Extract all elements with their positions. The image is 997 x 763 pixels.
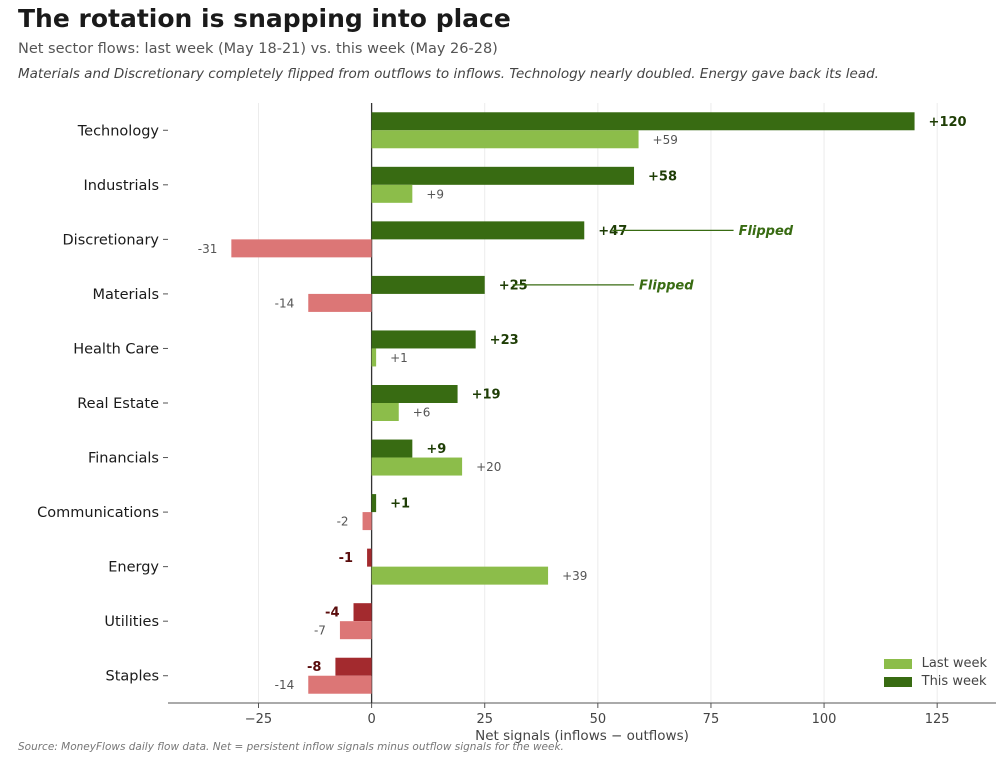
data-label-last-week: +39 — [562, 569, 587, 583]
bar-last-week — [339, 621, 372, 640]
bar-this-week — [371, 221, 585, 240]
x-axis-label: Net signals (inflows − outflows) — [475, 728, 689, 744]
bar-last-week — [371, 457, 463, 476]
category-label: Utilities — [104, 614, 159, 630]
annotation-label: Flipped — [739, 224, 794, 239]
x-tick-label: 25 — [476, 712, 493, 727]
category-label: Discretionary — [63, 232, 160, 248]
x-tick-label: −25 — [245, 712, 272, 727]
x-tick-label: 125 — [925, 712, 950, 727]
data-label-last-week: +59 — [653, 133, 678, 147]
source-note: Source: MoneyFlows daily flow data. Net … — [18, 741, 564, 753]
category-label: Financials — [88, 451, 159, 467]
bar-this-week — [371, 166, 635, 185]
bar-this-week — [371, 112, 915, 131]
legend-item-last-week: Last week — [883, 656, 987, 671]
data-label-this-week: -1 — [339, 551, 353, 566]
legend-item-this-week: This week — [883, 674, 987, 689]
bar-last-week — [371, 184, 413, 203]
category-label: Technology — [77, 123, 160, 139]
data-label-this-week: +19 — [472, 388, 501, 403]
bar-this-week — [335, 657, 372, 676]
category-label: Materials — [93, 287, 159, 303]
chart-note: Materials and Discretionary completely f… — [18, 66, 879, 82]
category-label: Communications — [37, 505, 159, 521]
data-label-last-week: +20 — [476, 460, 501, 474]
data-label-this-week: +120 — [929, 115, 967, 130]
data-label-this-week: -4 — [325, 606, 339, 621]
data-label-this-week: +9 — [426, 442, 446, 457]
data-label-this-week: +58 — [648, 169, 677, 184]
data-label-last-week: -31 — [198, 242, 218, 256]
x-tick-label: 0 — [367, 712, 375, 727]
data-label-this-week: +1 — [390, 497, 410, 512]
chart-title: The rotation is snapping into place — [18, 4, 511, 33]
bar-last-week — [371, 348, 377, 367]
bar-last-week — [371, 403, 399, 421]
category-label: Health Care — [73, 341, 159, 357]
bar-this-week — [367, 548, 372, 567]
data-label-this-week: +23 — [490, 333, 519, 348]
x-tick-label: 100 — [812, 712, 837, 727]
legend-label-last-week: Last week — [921, 656, 987, 671]
bar-last-week — [231, 239, 372, 258]
category-label: Industrials — [83, 178, 159, 194]
legend-swatch-last-week — [883, 658, 912, 669]
bar-this-week — [371, 330, 476, 349]
chart-subtitle: Net sector flows: last week (May 18-21) … — [18, 41, 498, 57]
legend-label-this-week: This week — [921, 674, 987, 689]
data-label-this-week: +25 — [499, 278, 528, 293]
bar-last-week — [371, 566, 549, 585]
bar-this-week — [371, 385, 458, 403]
data-label-last-week: +6 — [413, 406, 431, 420]
data-label-last-week: -2 — [337, 515, 349, 529]
bar-this-week — [371, 439, 413, 458]
category-label: Staples — [106, 669, 159, 685]
data-label-this-week: -8 — [307, 660, 321, 675]
bar-last-week — [308, 293, 372, 312]
data-label-last-week: -7 — [314, 624, 326, 638]
legend-swatch-this-week — [883, 676, 912, 687]
category-label: Energy — [108, 560, 159, 576]
data-label-last-week: -14 — [275, 678, 295, 692]
x-tick-label: 75 — [703, 712, 720, 727]
category-label: Real Estate — [77, 396, 159, 412]
bar-this-week — [371, 494, 377, 513]
bar-last-week — [362, 512, 372, 531]
bar-this-week — [353, 603, 372, 622]
data-label-this-week: +47 — [598, 224, 627, 239]
data-label-last-week: +9 — [426, 187, 444, 201]
bar-this-week — [371, 275, 485, 294]
data-label-last-week: +1 — [390, 351, 408, 365]
bar-last-week — [308, 675, 372, 694]
bar-last-week — [371, 130, 639, 149]
data-label-last-week: -14 — [275, 296, 295, 310]
annotation-label: Flipped — [639, 278, 694, 293]
x-tick-label: 50 — [590, 712, 607, 727]
legend: Last week This week — [883, 656, 987, 692]
